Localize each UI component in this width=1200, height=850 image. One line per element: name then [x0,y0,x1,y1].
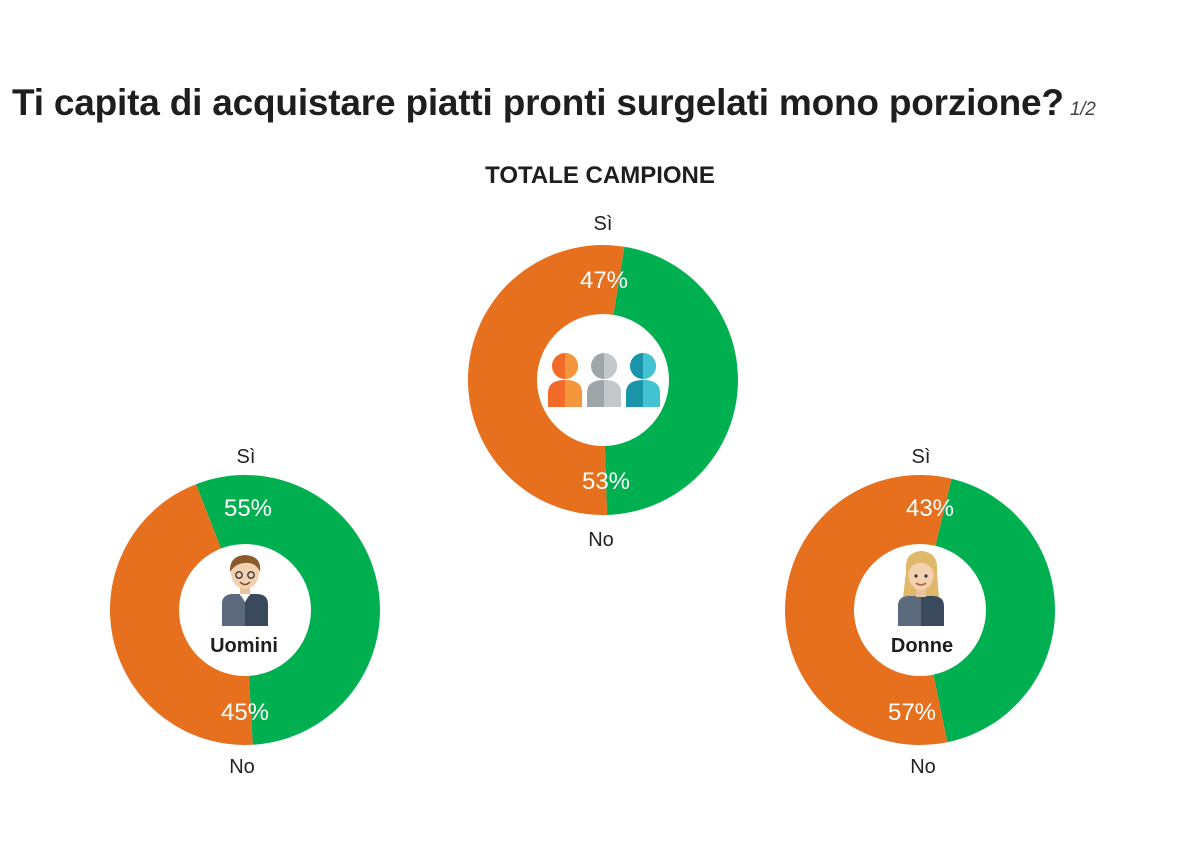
category-label-men-no: No [229,756,255,778]
group-people-icon [548,353,660,407]
value-label-total-no: 53% [582,468,630,495]
chart-title: Ti capita di acquistare piatti pronti su… [12,82,1197,124]
value-label-total-yes: 47% [580,267,628,294]
man-avatar-icon [222,555,268,626]
center-label-women: Donne [891,635,953,657]
value-label-women-no: 57% [888,699,936,726]
chart-title-text: Ti capita di acquistare piatti pronti su… [12,82,1064,123]
category-label-total-yes: Sì [594,213,613,235]
chart-subtitle: TOTALE CAMPIONE [485,162,715,189]
category-label-total-no: No [588,529,614,551]
donut-men: Sì No 55% 45% Uomini [109,446,380,778]
woman-avatar-icon [898,551,944,626]
category-label-women-no: No [910,756,936,778]
category-label-women-yes: Sì [912,446,931,468]
value-label-men-yes: 55% [224,495,272,522]
category-label-men-yes: Sì [237,446,256,468]
donut-women: Sì No 43% 57% Donne [785,446,1056,778]
value-label-women-yes: 43% [906,495,954,522]
slice-women-yes [920,478,1056,743]
page-indicator: 1/2 [1069,99,1096,120]
slice-total-yes [603,246,738,515]
donut-total: Sì No 47% 53% [467,213,738,551]
value-label-men-no: 45% [221,699,269,726]
center-label-men: Uomini [210,635,278,657]
